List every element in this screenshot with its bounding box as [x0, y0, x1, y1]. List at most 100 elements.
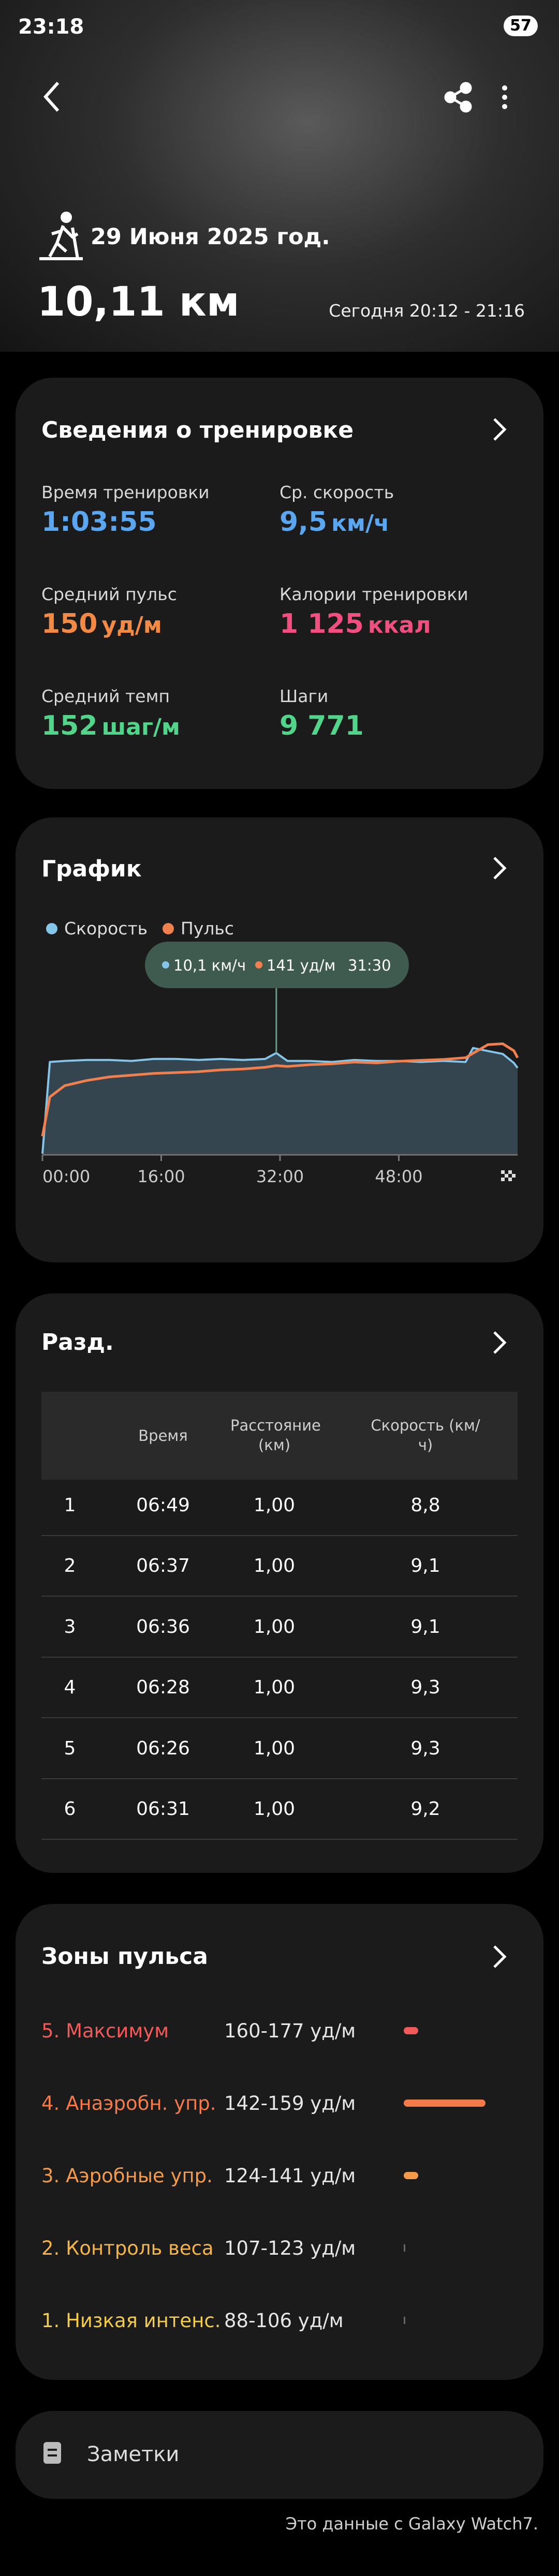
flag-cell: [508, 1170, 512, 1174]
table-cell: 06:37: [136, 1555, 190, 1577]
zone-name: 2. Контроль веса: [41, 2237, 214, 2259]
chevron[interactable]: [487, 853, 512, 884]
x-tick-label: 32:00: [256, 1167, 304, 1186]
table-cell: 06:49: [136, 1495, 190, 1516]
summary-value: 152: [41, 710, 98, 741]
chart: Скорость Пульс 00:00 16:00 32:00 48:00 10,1 км…: [41, 918, 519, 1186]
summary-unit: шаг/м: [101, 714, 180, 740]
battery: 57: [504, 16, 538, 36]
flag-cell: [508, 1174, 512, 1178]
zone-range: 142-159 уд/м: [224, 2092, 356, 2115]
zone-range: 88-106 уд/м: [224, 2310, 344, 2332]
summary-value-row: 9 771: [280, 712, 364, 739]
summary-label: Средний пульс: [41, 584, 177, 604]
x-tick-label: 16:00: [137, 1167, 185, 1186]
flag-cell: [501, 1170, 505, 1174]
chevron[interactable]: [487, 414, 512, 445]
tooltip-dot: [162, 961, 169, 969]
zone-range: 160-177 уд/м: [224, 2020, 356, 2042]
summary-label: Шаги: [280, 686, 329, 706]
table-header: Расстояние (км): [230, 1417, 321, 1454]
summary-value: 9 771: [280, 710, 364, 741]
summary-value-row: 150 уд/м: [41, 611, 162, 637]
menu-button[interactable]: [502, 85, 507, 109]
table-cell: 4: [64, 1677, 76, 1699]
series-line: [41, 1047, 519, 1154]
legend-label: Скорость: [64, 918, 148, 939]
table-cell: 1,00: [253, 1495, 296, 1516]
zone-name: 3. Аэробные упр.: [41, 2165, 213, 2187]
zone-name: 5. Максимум: [41, 2020, 169, 2042]
row-divider: [41, 1656, 518, 1658]
table-cell: 06:36: [136, 1616, 190, 1637]
notes-icon: [43, 2442, 61, 2464]
summary-unit: км/ч: [331, 510, 390, 537]
legend-dot: [46, 923, 57, 934]
tooltip-bg: [145, 942, 409, 988]
table-cell: 9,3: [410, 1737, 440, 1759]
summary-label: Время тренировки: [41, 482, 210, 502]
flag-cell: [505, 1174, 508, 1178]
row-divider: [41, 1839, 518, 1840]
tooltip-speed: 10,1 км/ч: [173, 957, 246, 974]
table-cell: 9,1: [410, 1616, 440, 1637]
chart-card[interactable]: [16, 817, 543, 1262]
table-cell: 1,00: [253, 1555, 296, 1577]
row-divider: [41, 1717, 518, 1719]
summary-value-row: 1 125 ккал: [280, 611, 431, 637]
table-header: Время: [138, 1427, 188, 1445]
summary-value: 1 125: [280, 608, 364, 639]
summary-unit: ккал: [367, 612, 431, 638]
flag-cell: [505, 1178, 508, 1181]
flag-cell: [512, 1174, 516, 1178]
flag-cell: [501, 1174, 505, 1178]
row-divider: [41, 1596, 518, 1597]
table-cell: 5: [64, 1737, 76, 1759]
flag-cell: [505, 1170, 508, 1174]
summary-value: 9,5: [280, 507, 328, 538]
workout-date: 29 Июня 2025 год.: [91, 224, 330, 250]
card-title: Зоны пульса: [41, 1943, 208, 1970]
card-title: Разд.: [41, 1329, 114, 1356]
zone-bar: [404, 2027, 418, 2034]
card-title: График: [41, 856, 142, 882]
chevron[interactable]: [487, 1941, 512, 1972]
table-cell: 06:26: [136, 1737, 190, 1759]
chevron[interactable]: [487, 1327, 512, 1358]
table-cell: 9,2: [410, 1798, 440, 1820]
zone-bar: [404, 2099, 486, 2107]
summary-label: Средний темп: [41, 686, 170, 706]
back-button[interactable]: [43, 82, 60, 112]
card-title: Сведения о тренировке: [41, 417, 354, 443]
table-cell: 9,1: [410, 1555, 440, 1577]
row-divider: [41, 1778, 518, 1779]
x-tick-label: 48:00: [375, 1167, 422, 1186]
table-cell: 1: [64, 1495, 76, 1516]
summary-label: Ср. скорость: [280, 482, 394, 502]
zones-card[interactable]: [16, 1904, 543, 2380]
zone-bar: [404, 2172, 418, 2179]
splits-card[interactable]: [16, 1293, 543, 1873]
summary-value-row: 9,5 км/ч: [280, 509, 389, 535]
flag-cell: [501, 1178, 505, 1181]
table-header-bg: [41, 1392, 518, 1480]
tooltip-pulse: 141 уд/м: [267, 957, 335, 974]
notes-card[interactable]: [16, 2411, 543, 2499]
flag-cell: [512, 1170, 516, 1174]
table-cell: 6: [64, 1798, 76, 1820]
flag-cell: [508, 1178, 512, 1181]
header-icons: [39, 82, 507, 260]
table-cell: 1,00: [253, 1677, 296, 1699]
table-cell: 06:31: [136, 1798, 190, 1820]
notes-label[interactable]: Заметки: [87, 2443, 180, 2466]
zone-range: 107-123 уд/м: [224, 2237, 356, 2259]
legend-dot: [163, 923, 174, 934]
zone-name: 1. Низкая интенс.: [41, 2310, 221, 2332]
finish-flag: [501, 1170, 516, 1181]
table-cell: 2: [64, 1555, 76, 1577]
share-button[interactable]: [444, 82, 472, 113]
summary-card[interactable]: [16, 378, 543, 789]
table-header: Скорость (км/ч): [371, 1417, 480, 1454]
row-divider: [41, 1535, 518, 1536]
